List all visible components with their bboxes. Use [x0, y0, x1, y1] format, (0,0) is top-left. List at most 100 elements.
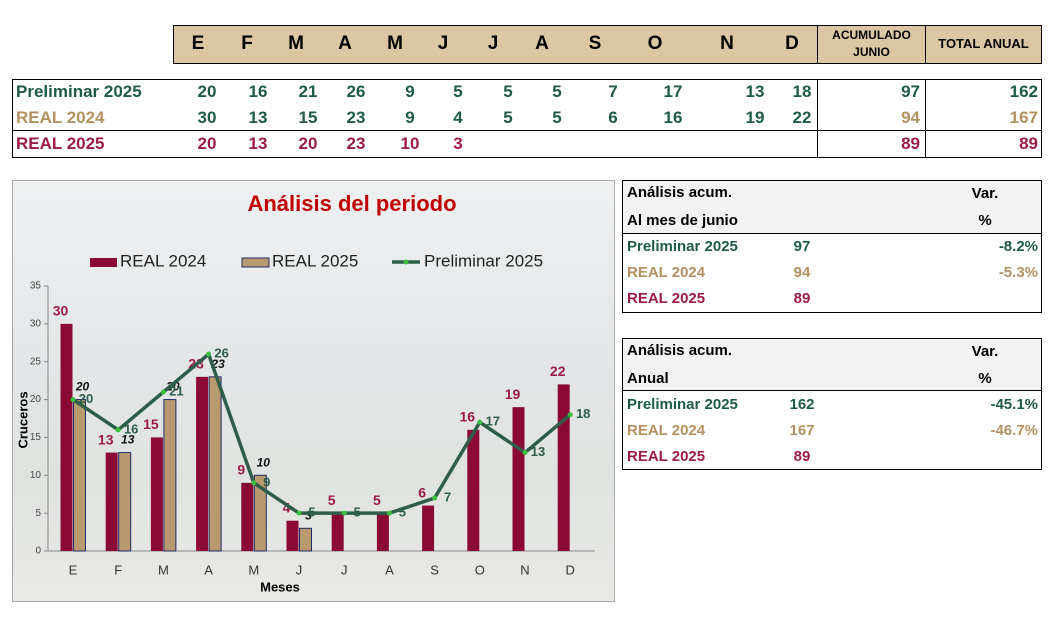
- bar: [286, 520, 299, 551]
- line-marker: [160, 389, 166, 395]
- row-value: 5: [453, 82, 463, 101]
- x-axis-label: Meses: [260, 579, 300, 594]
- row-value: 20: [197, 82, 217, 101]
- analysis-row-label: Preliminar 2025: [627, 396, 738, 413]
- data-label: 20: [79, 391, 93, 406]
- row-value: 6: [608, 108, 618, 127]
- x-tick-label: A: [204, 562, 213, 577]
- analysis-title: Análisis acum.: [627, 342, 733, 359]
- x-tick-label: M: [158, 562, 169, 577]
- legend-marker: [403, 259, 409, 265]
- row-label: Preliminar 2025: [16, 82, 142, 101]
- y-tick-label: 5: [35, 508, 41, 519]
- month-header-label: D: [785, 33, 799, 54]
- month-header-label: F: [241, 33, 253, 54]
- row-value: 4: [453, 108, 463, 127]
- row-acum: 94: [901, 108, 920, 127]
- acum-header: [817, 25, 926, 64]
- line-marker: [115, 427, 121, 433]
- row-value: 30: [197, 108, 217, 127]
- bar: [163, 399, 177, 552]
- row-value: 16: [248, 82, 268, 101]
- data-label: 16: [460, 409, 476, 425]
- analysis-row-label: Preliminar 2025: [627, 238, 738, 255]
- month-header-label: A: [535, 33, 549, 54]
- line-marker: [251, 480, 257, 486]
- row-label: REAL 2024: [16, 108, 105, 127]
- analysis-row-var: -5.3%: [998, 264, 1038, 281]
- analysis-row-value: 167: [789, 422, 815, 439]
- data-label: 9: [263, 474, 270, 489]
- row-value: 13: [248, 134, 268, 153]
- data-label: 30: [53, 303, 69, 319]
- row-value: 9: [405, 82, 415, 101]
- row-value: 5: [552, 108, 562, 127]
- legend-label: Preliminar 2025: [424, 251, 543, 270]
- row-value: 23: [346, 134, 366, 153]
- analysis-row-value: 97: [793, 238, 811, 255]
- legend-swatch: [241, 257, 270, 268]
- row-total: 167: [1009, 108, 1038, 127]
- line: [72, 351, 572, 515]
- y-axis-label: Cruceros: [15, 391, 30, 448]
- x-tick-label: N: [520, 562, 529, 577]
- bar: [60, 323, 73, 551]
- bar: [196, 376, 209, 551]
- data-label: 4: [283, 499, 291, 515]
- row-label: REAL 2025: [16, 134, 105, 153]
- bar: [150, 437, 163, 551]
- bar: [376, 513, 389, 551]
- x-tick-label: M: [248, 562, 259, 577]
- month-header-label: S: [588, 33, 602, 54]
- data-label: 7: [444, 489, 451, 504]
- chart-title: Análisis del periodo: [247, 191, 456, 216]
- data-label: 9: [237, 462, 245, 478]
- row-value: 13: [248, 108, 268, 127]
- data-label: 5: [308, 505, 315, 520]
- data-label: 15: [143, 416, 159, 432]
- analysis-subtitle: Al mes de junio: [627, 212, 738, 229]
- row-value: 7: [608, 82, 618, 101]
- line-marker: [567, 412, 573, 418]
- row-value: 22: [792, 108, 812, 127]
- x-tick-label: E: [69, 562, 78, 577]
- row-value: 18: [792, 82, 812, 101]
- row-value: 23: [346, 108, 366, 127]
- row-value: 9: [405, 108, 415, 127]
- data-label: 10: [257, 455, 271, 469]
- month-header-label: M: [288, 33, 304, 54]
- line-marker: [522, 450, 528, 456]
- data-rows: [12, 79, 1042, 158]
- month-header-label: J: [487, 33, 499, 54]
- data-label: 17: [486, 414, 500, 429]
- row-value: 13: [745, 82, 765, 101]
- line-marker: [296, 510, 302, 516]
- data-label: 26: [214, 346, 228, 361]
- row-value: 5: [503, 108, 513, 127]
- row-value: 20: [197, 134, 217, 153]
- analysis-row-var: -8.2%: [998, 238, 1038, 255]
- acum-header-text: ACUMULADO JUNIO: [832, 28, 911, 59]
- analysis-row-label: REAL 2024: [627, 264, 706, 281]
- total-header-text: TOTAL ANUAL: [938, 36, 1029, 51]
- row-value: 10: [400, 134, 420, 153]
- analysis-var-header: Var.: [971, 343, 999, 360]
- col-sep: [817, 79, 818, 158]
- data-label: 5: [328, 492, 336, 508]
- data-label: 5: [399, 505, 406, 520]
- row-value: 19: [745, 108, 765, 127]
- bar: [557, 384, 570, 551]
- y-tick-label: 30: [30, 318, 42, 329]
- data-label: 16: [124, 421, 138, 436]
- row-sep: [12, 130, 1042, 131]
- y-tick-label: 35: [30, 281, 42, 292]
- data-label: 3: [305, 508, 312, 522]
- bar: [118, 452, 132, 552]
- y-tick-label: 0: [35, 546, 41, 557]
- analysis-row-label: REAL 2025: [627, 448, 706, 465]
- row-value: 26: [346, 82, 366, 101]
- row-acum: 89: [901, 134, 920, 153]
- bar: [208, 376, 222, 552]
